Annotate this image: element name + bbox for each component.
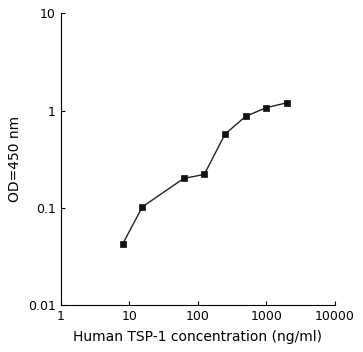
X-axis label: Human TSP-1 concentration (ng/ml): Human TSP-1 concentration (ng/ml) <box>73 330 322 344</box>
Y-axis label: OD=450 nm: OD=450 nm <box>8 116 23 202</box>
